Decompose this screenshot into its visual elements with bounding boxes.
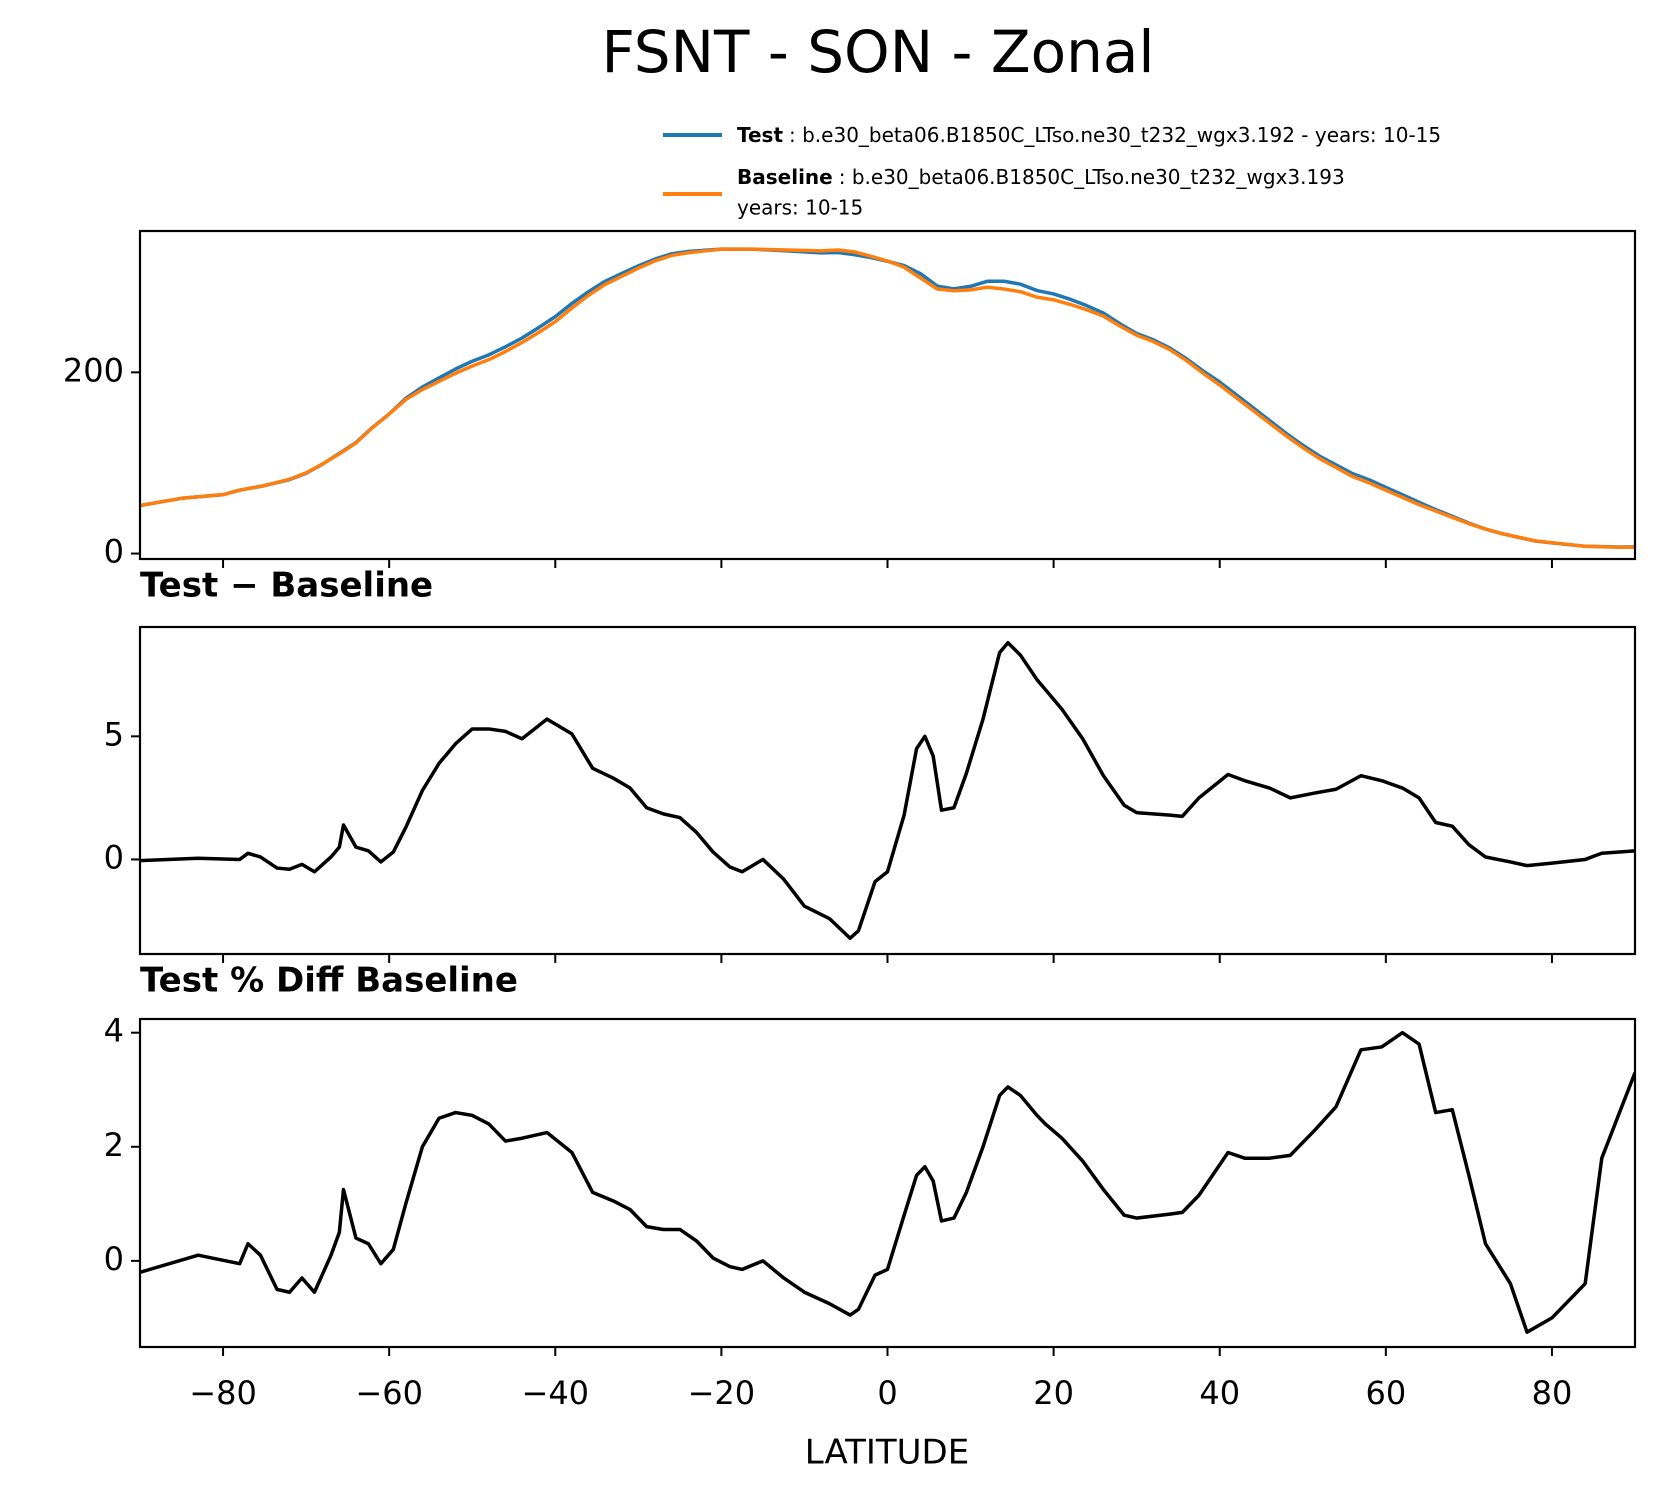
legend-description: : b.e30_beta06.B1850C_LTso.ne30_t232_wgx… <box>789 123 1441 147</box>
plot-area <box>140 247 1635 549</box>
x-tick-label: 0 <box>877 1374 897 1412</box>
data-line <box>140 247 1635 549</box>
x-tick-label: −80 <box>189 1374 257 1412</box>
x-tick-label: 40 <box>1199 1374 1240 1412</box>
data-line <box>140 641 1635 940</box>
x-tick-label: −20 <box>688 1374 756 1412</box>
x-tick-label: 20 <box>1033 1374 1074 1412</box>
legend-entry: Baseline: b.e30_beta06.B1850C_LTso.ne30_… <box>737 165 1345 189</box>
legend-entry: Test: b.e30_beta06.B1850C_LTso.ne30_t232… <box>737 123 1441 147</box>
y-tick-label: 200 <box>63 351 124 389</box>
legend-description: years: 10-15 <box>737 196 863 220</box>
y-tick-label: 0 <box>104 838 124 876</box>
legend-name: Test <box>737 123 783 147</box>
panel-title: Test − Baseline <box>140 566 433 606</box>
plot-area <box>140 1030 1635 1334</box>
plot-area <box>140 641 1635 940</box>
y-tick-label: 4 <box>104 1012 124 1050</box>
data-line <box>140 247 1635 549</box>
x-tick-label: 60 <box>1365 1374 1406 1412</box>
y-tick-label: 2 <box>104 1126 124 1164</box>
legend-name: Baseline <box>737 165 833 189</box>
y-tick-label: 5 <box>104 715 124 753</box>
panel-title: Test % Diff Baseline <box>140 961 518 1001</box>
legend-description: : b.e30_beta06.B1850C_LTso.ne30_t232_wgx… <box>839 165 1345 189</box>
x-tick-label: −40 <box>522 1374 590 1412</box>
x-tick-label: −60 <box>355 1374 423 1412</box>
x-axis-label: LATITUDE <box>805 1433 969 1473</box>
data-line <box>140 1030 1635 1334</box>
y-tick-label: 0 <box>104 1240 124 1278</box>
x-tick-label: 80 <box>1532 1374 1573 1412</box>
legend: Test: b.e30_beta06.B1850C_LTso.ne30_t232… <box>663 123 1441 220</box>
figure-title: FSNT - SON - Zonal <box>601 18 1154 86</box>
y-tick-label: 0 <box>104 533 124 571</box>
